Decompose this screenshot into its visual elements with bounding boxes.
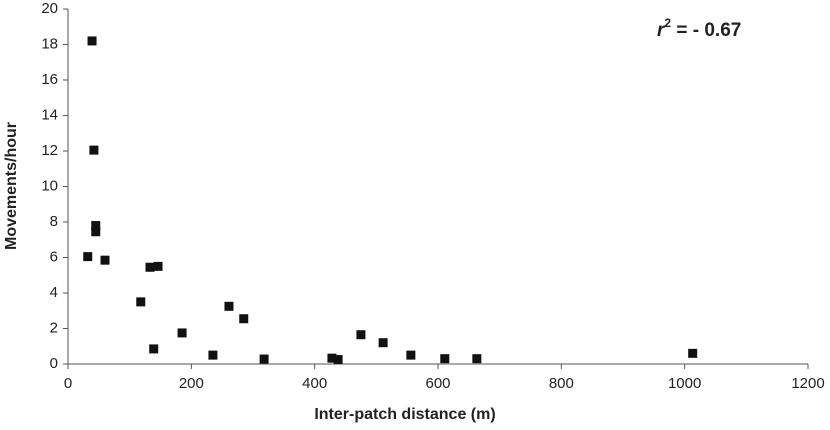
y-tick-label: 4 (50, 284, 58, 301)
point (378, 338, 388, 348)
point (208, 350, 218, 360)
point (356, 330, 366, 340)
point (89, 145, 99, 155)
point (224, 301, 234, 311)
x-tick-label: 1200 (791, 375, 824, 392)
x-axis-label: Inter-patch distance (m) (314, 406, 495, 423)
x-tick-label: 1000 (668, 375, 701, 392)
y-tick-label: 14 (41, 106, 58, 123)
y-tick-label: 8 (50, 213, 58, 230)
annotation-symbol: r (657, 20, 666, 41)
point (136, 297, 146, 307)
y-tick-label: 6 (50, 248, 58, 265)
x-tick-label: 400 (302, 375, 327, 392)
annotation-text: = - 0.67 (671, 20, 741, 41)
y-tick-label: 10 (41, 177, 58, 194)
y-axis-label: Movements/hour (3, 122, 20, 250)
point (327, 353, 337, 363)
point (472, 354, 482, 364)
point (440, 354, 450, 364)
x-tick-label: 200 (179, 375, 204, 392)
point (688, 348, 698, 358)
y-tick-label: 18 (41, 35, 58, 52)
point (149, 344, 159, 354)
y-tick-label: 0 (50, 355, 58, 372)
point (91, 227, 101, 237)
point (83, 252, 93, 262)
point (91, 221, 101, 231)
annotation-exponent: 2 (664, 16, 671, 30)
point (406, 350, 416, 360)
point (145, 262, 155, 272)
point (239, 314, 249, 324)
y-tick-label: 16 (41, 71, 58, 88)
x-tick-label: 600 (425, 375, 450, 392)
point (177, 328, 187, 338)
y-tick-label: 2 (50, 319, 58, 336)
annotation: r2 = - 0.67 (657, 16, 741, 41)
point (333, 355, 343, 365)
y-tick-label: 12 (41, 142, 58, 159)
x-tick-label: 0 (64, 375, 72, 392)
point (259, 354, 269, 364)
x-tick-label: 800 (549, 375, 574, 392)
point (87, 36, 97, 46)
point (153, 261, 163, 271)
y-tick-label: 20 (41, 0, 58, 17)
point (100, 255, 110, 265)
